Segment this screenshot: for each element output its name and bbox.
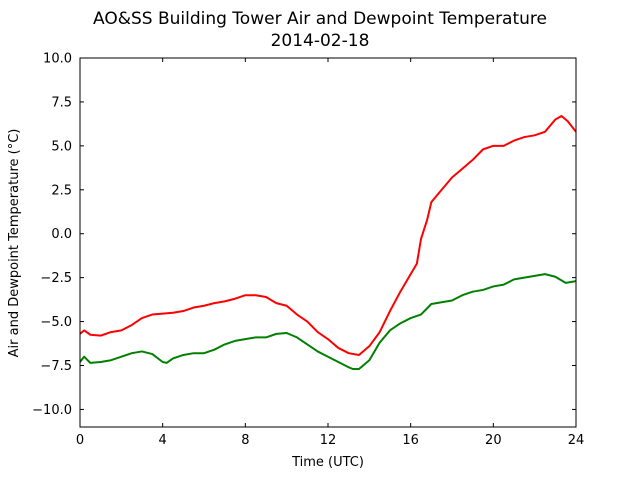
x-tick-label: 8 (241, 433, 249, 448)
y-tick-label: −7.5 (40, 359, 72, 374)
series-line-2 (79, 273, 577, 371)
y-tick-label: 5.0 (51, 139, 72, 154)
chart-title: AO&SS Building Tower Air and Dewpoint Te… (93, 9, 547, 29)
series-layer (79, 114, 577, 371)
x-tick-label: 4 (159, 433, 167, 448)
y-tick-label: −10.0 (32, 403, 72, 418)
y-axis-label: Air and Dewpoint Temperature (°C) (7, 129, 22, 358)
y-tick-label: 2.5 (51, 183, 72, 198)
series-line-1 (79, 114, 577, 356)
x-tick-label: 0 (76, 433, 84, 448)
x-axis-label: Time (UTC) (291, 455, 364, 470)
y-tick-label: −5.0 (40, 315, 72, 330)
x-tick-label: 12 (320, 433, 337, 448)
x-tick-label: 20 (485, 433, 502, 448)
y-tick-label: 0.0 (51, 227, 72, 242)
x-axis: 0 4 8 12 16 20 24 (76, 58, 584, 448)
y-tick-label: 10.0 (43, 52, 72, 67)
y-tick-label: 7.5 (51, 95, 72, 110)
x-tick-label: 24 (568, 433, 585, 448)
y-tick-label: −2.5 (40, 271, 72, 286)
chart-subtitle: 2014-02-18 (271, 31, 370, 51)
y-axis: −10.0 −7.5 −5.0 −2.5 0.0 2.5 5.0 7.5 10.0 (32, 52, 576, 418)
x-tick-label: 16 (402, 433, 419, 448)
